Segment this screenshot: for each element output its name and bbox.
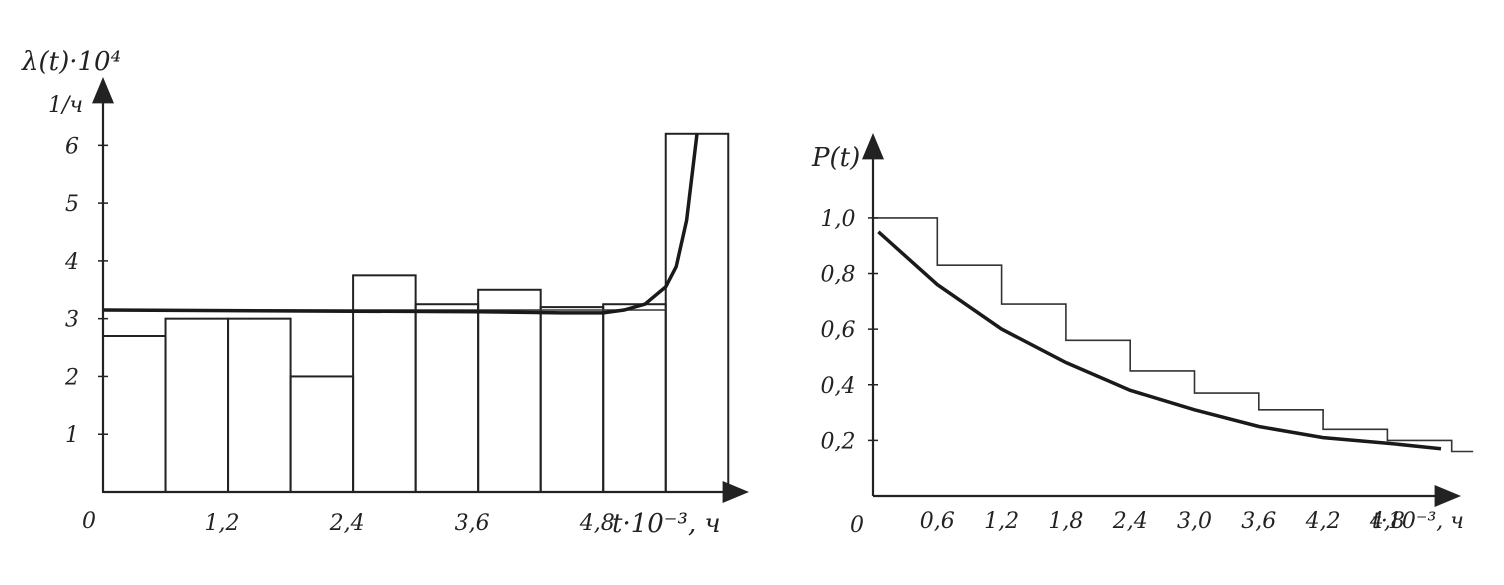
x-tick-label: 4,8 [1369,509,1405,534]
reliability-fit-curve [877,230,1442,451]
y-tick-label: 0,8 [821,263,856,288]
y-tick-label: 5 [65,192,79,217]
histogram-bar [664,132,730,493]
histogram-bar [602,303,667,493]
y-tick-label: 0,6 [821,318,856,343]
y-tick-label: 4 [64,250,79,275]
y-tick-label: 1,0 [821,207,856,232]
histogram-bar [352,274,417,494]
y-tick-label: 3 [65,308,79,333]
x-tick-labels: 0,6 1,2 1,8 2,4 3,0 3,6 4,2 4,8 [920,509,1405,534]
y-tick-label: 1 [65,423,79,448]
y-axis-label: P(t) [811,143,860,173]
x-tick-labels: 1,2 2,4 3,6 4,8 [205,511,615,536]
x-axis-label: t·10⁻³, ч [612,509,721,539]
histogram-bar [227,317,292,493]
x-tick-label: 2,4 [329,511,365,536]
y-tick-label: 0,4 [821,374,856,399]
origin-label: 0 [850,513,864,538]
histogram-bar [414,303,480,493]
histogram-bar [102,335,167,493]
y-tick-labels: 0,2 0,4 0,6 0,8 1,0 [821,207,878,454]
x-tick-label: 3,0 [1177,509,1212,534]
origin-label: 0 [82,509,96,534]
y-tick-label: 6 [65,134,79,159]
x-axis-label: t·10⁻³, ч [1372,509,1464,534]
reliability-chart: 0,6 1,2 1,8 2,4 3,0 3,6 4,2 4,8 0,2 0,4 0,6 0,8 1,0… [811,133,1474,538]
histogram-bar [477,288,542,493]
histogram-bar [164,317,230,493]
y-tick-label: 2 [64,365,79,390]
y-tick-labels: 1 2 3 4 5 6 [64,134,108,448]
x-tick-label: 3,6 [455,511,490,536]
x-tick-label: 1,8 [1048,509,1083,534]
histogram-bar [289,375,355,494]
x-tick-label: 4,8 [579,511,615,536]
failure-rate-fit-curve [102,133,699,315]
x-tick-label: 4,2 [1305,509,1341,534]
histogram-bar [539,306,605,493]
y-tick-label: 0,2 [821,429,856,454]
failure-rate-histogram: 1,2 2,4 3,6 4,8 1 2 3 4 5 6 λ(t)·10⁴ 1/ч 0 t·10⁻… [21,47,749,539]
x-tick-label: 0,6 [920,509,955,534]
x-tick-label: 1,2 [205,511,240,536]
x-tick-label: 1,2 [984,509,1019,534]
y-axis-unit: 1/ч [48,93,83,118]
y-axis-label: λ(t)·10⁴ [21,47,121,77]
empirical-reliability-steps [873,217,1474,453]
x-tick-label: 2,4 [1112,509,1148,534]
x-tick-label: 3,6 [1241,509,1276,534]
